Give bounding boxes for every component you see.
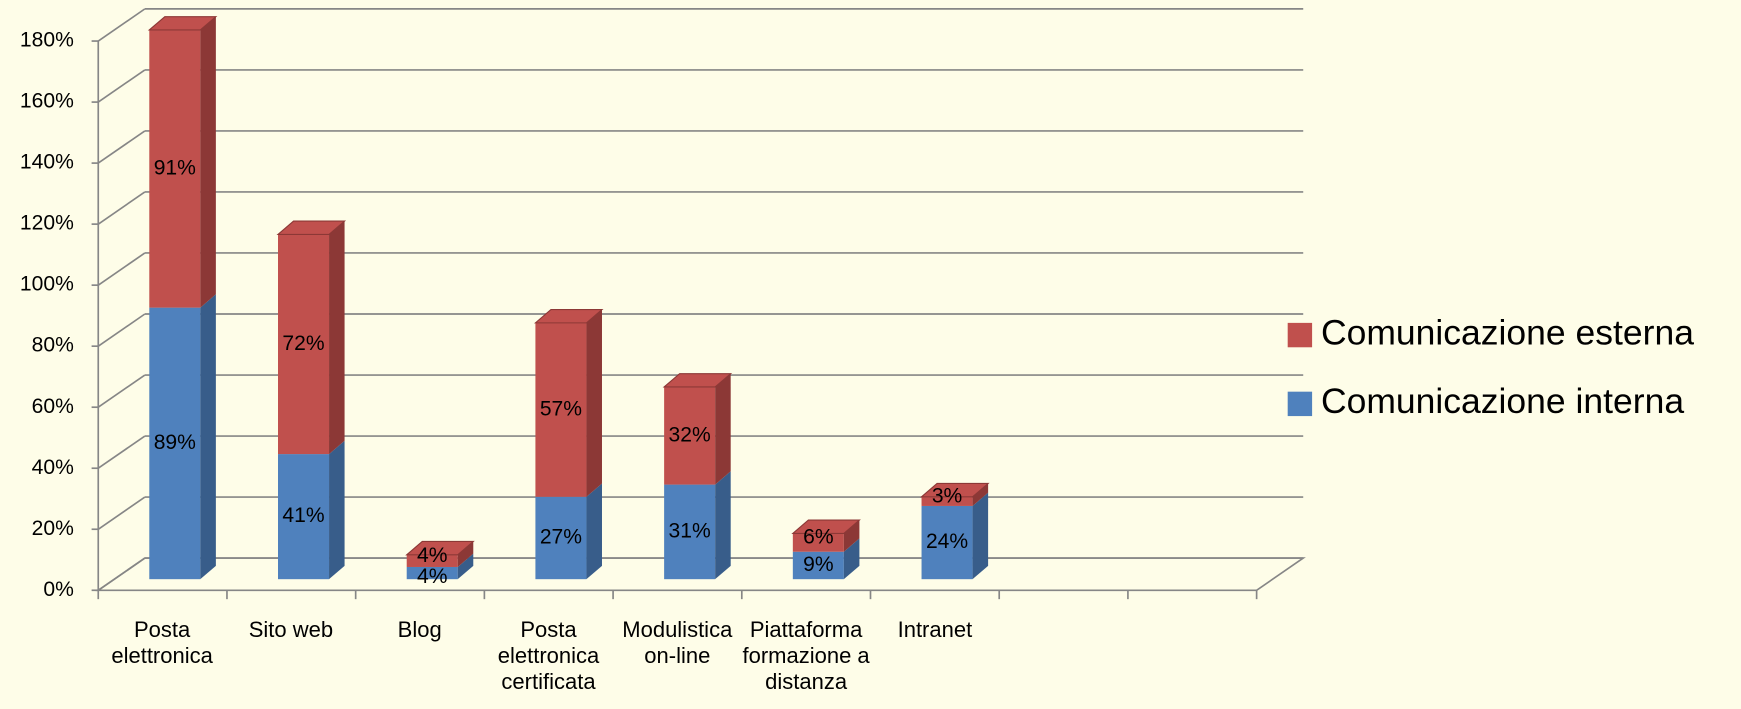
bar-top	[533, 309, 604, 324]
data-label: 32%	[669, 423, 711, 446]
bar-segment-side	[843, 520, 860, 552]
bar-segment-side	[972, 483, 989, 506]
bar-segment-side	[457, 553, 474, 580]
bar-segment	[664, 386, 716, 485]
bar-segment	[535, 496, 587, 580]
x-tick-label: Sito web	[248, 617, 334, 643]
grid-line-depth	[97, 435, 146, 469]
x-tick-label: Intranet	[897, 617, 973, 643]
bar-segment	[149, 307, 201, 580]
data-label: 41%	[282, 504, 324, 527]
bar-segment-side	[457, 541, 474, 567]
x-tick-label: Modulistica on-line	[622, 617, 733, 669]
bar-segment-side	[200, 294, 216, 580]
grid-line-depth	[97, 130, 146, 164]
data-label: 4%	[417, 565, 447, 588]
grid-line-depth	[97, 8, 146, 42]
grid-line-depth	[97, 313, 146, 347]
x-tick-label: Posta elettronica certificata	[497, 617, 600, 695]
bar-top	[662, 373, 733, 388]
bar-segment-side	[586, 309, 602, 497]
y-tick-label: 140%	[20, 151, 74, 174]
x-tick-label: Blog	[397, 617, 442, 643]
y-tick-label: 100%	[20, 273, 74, 296]
bar-top	[791, 519, 861, 534]
y-tick-label: 0%	[43, 578, 73, 601]
grid-line-depth	[97, 191, 146, 225]
bar-segment-side	[843, 538, 860, 580]
bar-segment-side	[200, 16, 216, 308]
bar-segment	[664, 484, 716, 580]
bar-segment	[406, 566, 458, 580]
bar-segment	[921, 505, 973, 580]
bar-segment-side	[329, 221, 345, 455]
data-label: 3%	[932, 485, 962, 508]
bar-segment-side	[586, 483, 602, 580]
y-tick-label: 180%	[20, 29, 74, 52]
bar-segment-side	[972, 492, 989, 580]
data-label: 6%	[803, 526, 833, 549]
x-tick-label: Piattaforma formazione a distanza	[742, 617, 870, 695]
legend-label: Comunicazione interna	[1321, 381, 1684, 421]
y-tick-label: 40%	[32, 456, 74, 479]
bar-top	[276, 220, 347, 235]
y-tick-label: 160%	[20, 90, 74, 113]
y-tick-label: 20%	[32, 517, 74, 540]
y-tick-label: 120%	[20, 212, 74, 235]
bar-segment	[792, 551, 844, 580]
data-label: 9%	[803, 553, 833, 576]
grid-line-depth	[97, 69, 146, 103]
data-label: 91%	[154, 156, 196, 179]
data-label: 4%	[417, 544, 447, 567]
bar-top	[920, 482, 990, 498]
data-label: 27%	[540, 526, 582, 549]
y-tick-label: 80%	[32, 334, 74, 357]
grid-line-depth	[97, 252, 146, 286]
grid-line-depth	[97, 496, 146, 530]
bar-segment-side	[715, 373, 731, 485]
bar-segment	[406, 554, 458, 567]
data-label: 72%	[282, 332, 324, 355]
bar-segment	[278, 234, 330, 455]
legend-swatch	[1287, 322, 1313, 348]
bar-top	[405, 540, 475, 556]
bar-segment	[149, 29, 201, 308]
legend-swatch	[1287, 391, 1313, 417]
data-label: 31%	[669, 519, 711, 542]
x-tick-label: Posta elettronica	[111, 617, 213, 669]
bar-segment	[278, 454, 330, 580]
bar-segment	[921, 496, 973, 506]
bar-segment	[535, 322, 587, 497]
y-tick-label: 60%	[32, 395, 74, 418]
data-label: 89%	[154, 431, 196, 454]
data-label: 24%	[926, 530, 968, 553]
bar-segment-side	[715, 471, 731, 580]
bar-segment	[792, 533, 844, 552]
data-label: 57%	[540, 397, 582, 420]
legend-label: Comunicazione esterna	[1321, 312, 1694, 352]
bar-segment-side	[329, 440, 345, 580]
grid-line-depth	[97, 374, 146, 408]
grid-line-depth	[97, 557, 146, 591]
bar-top	[147, 16, 218, 31]
